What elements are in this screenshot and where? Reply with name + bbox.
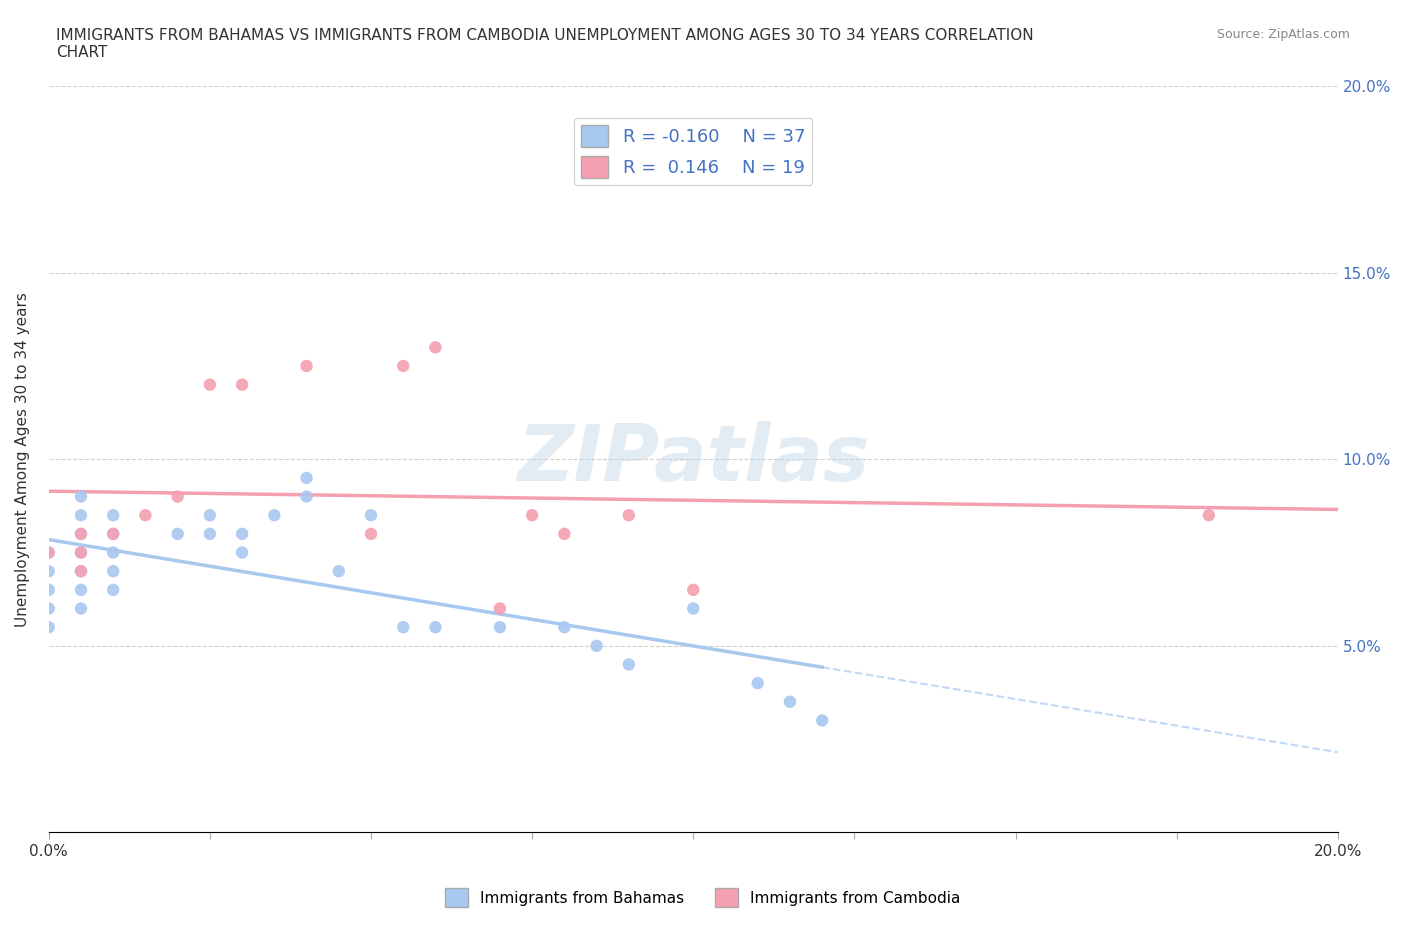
Point: [70, 526, 93, 541]
Legend: Immigrants from Bahamas, Immigrants from Cambodia: Immigrants from Bahamas, Immigrants from…: [439, 883, 967, 913]
Point: [295, 359, 318, 374]
Point: [231, 526, 253, 541]
Point: [166, 526, 188, 541]
Point: [585, 638, 607, 653]
Point: [134, 508, 156, 523]
Point: [70, 601, 93, 616]
Point: [489, 601, 512, 616]
Point: [231, 378, 253, 392]
Point: [295, 471, 318, 485]
Point: [747, 676, 769, 691]
Point: [70, 508, 93, 523]
Point: [38, 545, 60, 560]
Text: ZIPatlas: ZIPatlas: [517, 421, 869, 498]
Point: [103, 564, 125, 578]
Point: [70, 545, 93, 560]
Point: [231, 545, 253, 560]
Point: [520, 508, 543, 523]
Point: [553, 526, 575, 541]
Point: [38, 582, 60, 597]
Point: [70, 564, 93, 578]
Point: [425, 339, 447, 354]
Point: [70, 582, 93, 597]
Point: [811, 713, 834, 728]
Point: [682, 601, 704, 616]
Point: [198, 508, 221, 523]
Point: [166, 489, 188, 504]
Point: [38, 601, 60, 616]
Point: [617, 657, 640, 671]
Point: [392, 619, 415, 634]
Point: [198, 526, 221, 541]
Point: [103, 545, 125, 560]
Point: [489, 619, 512, 634]
Point: [360, 508, 382, 523]
Point: [38, 619, 60, 634]
Point: [70, 545, 93, 560]
Point: [70, 489, 93, 504]
Point: [103, 582, 125, 597]
Point: [425, 619, 447, 634]
Point: [553, 619, 575, 634]
Point: [38, 545, 60, 560]
Point: [103, 526, 125, 541]
Point: [617, 508, 640, 523]
Point: [103, 526, 125, 541]
Point: [328, 564, 350, 578]
Point: [103, 508, 125, 523]
Point: [392, 359, 415, 374]
Point: [360, 526, 382, 541]
Point: [70, 564, 93, 578]
Text: IMMIGRANTS FROM BAHAMAS VS IMMIGRANTS FROM CAMBODIA UNEMPLOYMENT AMONG AGES 30 T: IMMIGRANTS FROM BAHAMAS VS IMMIGRANTS FR…: [56, 28, 1033, 60]
Point: [263, 508, 285, 523]
Point: [779, 695, 801, 710]
Point: [70, 526, 93, 541]
Point: [295, 489, 318, 504]
Point: [1198, 508, 1220, 523]
Point: [198, 378, 221, 392]
Point: [38, 564, 60, 578]
Legend: R = -0.160    N = 37, R =  0.146    N = 19: R = -0.160 N = 37, R = 0.146 N = 19: [574, 117, 813, 185]
Y-axis label: Unemployment Among Ages 30 to 34 years: Unemployment Among Ages 30 to 34 years: [15, 292, 30, 627]
Text: Source: ZipAtlas.com: Source: ZipAtlas.com: [1216, 28, 1350, 41]
Point: [682, 582, 704, 597]
